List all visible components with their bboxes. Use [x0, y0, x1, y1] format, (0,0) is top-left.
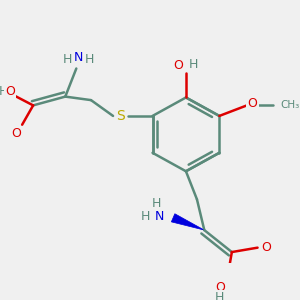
Text: O: O — [12, 127, 22, 140]
Text: O: O — [5, 85, 15, 98]
Text: H: H — [141, 209, 150, 223]
Text: N: N — [154, 209, 164, 223]
Text: H: H — [85, 53, 94, 66]
Text: H: H — [152, 197, 161, 210]
Text: H: H — [215, 291, 225, 300]
Text: H: H — [62, 53, 72, 66]
Text: O: O — [215, 281, 225, 294]
Text: O: O — [174, 59, 184, 72]
Text: O: O — [248, 97, 257, 110]
Polygon shape — [171, 214, 204, 230]
Text: S: S — [116, 109, 125, 123]
Text: N: N — [74, 52, 83, 64]
Text: O: O — [261, 241, 271, 254]
Text: CH₃: CH₃ — [280, 100, 299, 110]
Text: H: H — [0, 85, 8, 98]
Text: H: H — [189, 58, 198, 70]
